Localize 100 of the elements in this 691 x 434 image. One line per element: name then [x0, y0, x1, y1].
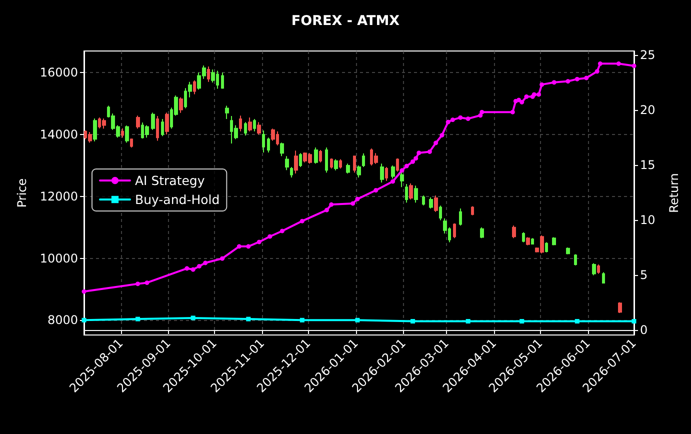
point	[632, 318, 636, 324]
point	[144, 280, 150, 285]
candlestick	[88, 132, 92, 144]
point	[280, 228, 284, 234]
point	[184, 266, 190, 271]
candlestick	[221, 72, 224, 90]
point	[390, 179, 396, 184]
point	[355, 318, 360, 322]
point	[246, 316, 251, 322]
candlestick	[257, 122, 261, 136]
point	[632, 64, 636, 68]
candlestick	[125, 125, 129, 144]
candlestick	[102, 118, 106, 130]
candlestick	[471, 206, 474, 216]
candlestick	[357, 164, 361, 178]
y2-tick-label: 20	[640, 102, 656, 117]
point	[246, 244, 251, 249]
candlestick	[396, 158, 399, 172]
point	[300, 218, 304, 224]
y-axis-title: Price	[15, 178, 29, 208]
point	[136, 316, 140, 322]
candlestick	[151, 112, 155, 130]
point	[268, 234, 272, 239]
y-tick-label: 14000	[40, 128, 78, 142]
candlestick	[618, 302, 622, 314]
point	[458, 115, 463, 120]
candlestick	[339, 158, 342, 170]
y2-tick-label: 0	[640, 323, 648, 338]
candlestick	[409, 182, 413, 200]
point	[300, 318, 304, 322]
candlestick	[453, 222, 456, 239]
point	[236, 244, 242, 249]
point	[510, 110, 515, 114]
candlestick	[574, 254, 577, 266]
y-tick-label: 10000	[40, 251, 78, 266]
point	[324, 208, 329, 212]
point	[404, 164, 409, 168]
candlestick	[161, 118, 164, 137]
candlestick	[566, 246, 570, 255]
candlestick	[145, 124, 149, 138]
candlestick	[434, 194, 438, 212]
point	[136, 282, 140, 286]
point	[329, 202, 334, 207]
candlestick	[248, 117, 252, 132]
candlestick	[346, 163, 350, 174]
candlestick	[459, 208, 462, 226]
candlestick	[531, 238, 534, 245]
point	[350, 201, 356, 206]
point	[410, 318, 416, 324]
candlestick	[602, 272, 605, 284]
candlestick	[267, 137, 270, 153]
point	[552, 80, 556, 85]
y2-axis-title: Return	[667, 173, 681, 213]
point	[478, 113, 483, 118]
candlestick	[439, 205, 442, 221]
candlestick	[405, 184, 408, 204]
point	[574, 76, 580, 82]
point	[598, 61, 602, 66]
point	[190, 316, 196, 320]
point	[190, 267, 196, 272]
candlestick	[207, 66, 210, 82]
y-tick-label: 16000	[40, 66, 78, 80]
candlestick	[225, 105, 229, 120]
chart-title: FOREX - ATMX	[291, 13, 400, 29]
candlestick	[262, 130, 265, 153]
y-tick-label: 12000	[40, 189, 78, 204]
point	[256, 240, 262, 244]
candlestick	[334, 158, 338, 171]
candlestick	[362, 152, 365, 168]
candlestick	[522, 232, 525, 243]
candlestick	[285, 156, 289, 171]
candlestick	[136, 115, 140, 130]
point	[574, 318, 580, 324]
candlestick	[353, 155, 356, 174]
point	[220, 256, 225, 261]
point	[410, 159, 416, 164]
point	[480, 110, 484, 114]
point	[524, 94, 529, 99]
point	[450, 118, 455, 122]
point	[466, 116, 470, 121]
point	[416, 150, 422, 156]
point	[540, 82, 544, 87]
point	[434, 140, 438, 146]
candlestick	[294, 150, 298, 174]
candlestick	[280, 142, 284, 157]
candlestick	[526, 236, 530, 246]
point	[466, 318, 470, 324]
candlestick	[244, 122, 247, 136]
point	[594, 69, 600, 74]
candlestick	[330, 158, 333, 170]
candlestick	[597, 264, 600, 274]
point	[536, 92, 541, 97]
legend-label: AI Strategy	[135, 173, 206, 188]
candlestick	[193, 80, 196, 95]
candlestick	[545, 242, 548, 253]
candlestick	[239, 115, 242, 132]
candlestick	[385, 166, 388, 182]
candlestick	[592, 262, 596, 276]
point	[82, 318, 86, 322]
point	[196, 264, 202, 268]
